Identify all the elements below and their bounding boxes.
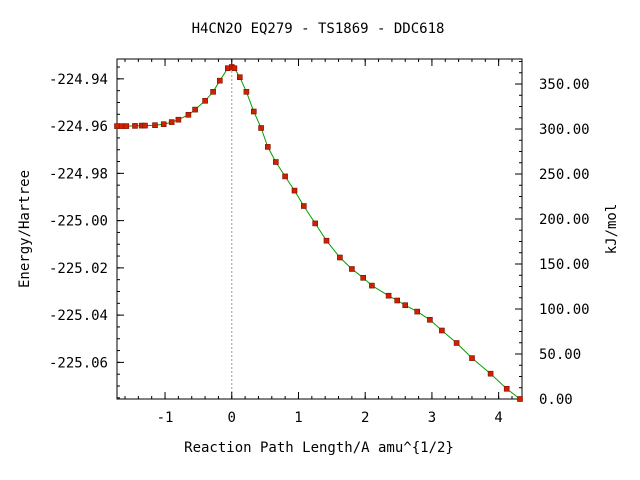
data-point: [291, 187, 298, 194]
data-point: [258, 125, 264, 131]
data-point: [503, 385, 510, 392]
y2-tick-label: 100.00: [539, 302, 590, 318]
data-point: [123, 123, 130, 129]
data-point: [385, 292, 392, 299]
x-axis: -1 0 1 2 3 4: [124, 59, 513, 426]
data-point: [517, 396, 523, 402]
data-point: [323, 237, 330, 244]
y-tick-label: -224.94: [49, 72, 108, 88]
x-tick-label: 3: [428, 410, 436, 426]
chart-title: H4CN2O EQ279 - TS1869 - DDC618: [192, 21, 445, 37]
y2-axis-label: kJ/mol: [604, 204, 620, 255]
y-tick-label: -225.04: [49, 308, 108, 324]
data-point: [168, 119, 175, 125]
y-tick-label: -225.00: [49, 214, 108, 230]
data-point: [282, 173, 288, 180]
data-point: [192, 106, 198, 113]
y-tick-label: -225.06: [49, 355, 108, 371]
x-tick-label: 2: [361, 410, 369, 426]
data-point: [160, 121, 167, 127]
plot-frame: [116, 58, 523, 400]
data-point: [453, 340, 460, 346]
data-point: [487, 370, 494, 377]
data-point: [264, 144, 271, 150]
y2-tick-label: 250.00: [539, 167, 590, 183]
data-point: [312, 220, 319, 227]
x-tick-label: 4: [494, 410, 502, 426]
data-point: [132, 123, 138, 129]
data-point: [439, 327, 445, 334]
data-point: [360, 274, 367, 281]
data-point: [231, 65, 238, 71]
data-point: [237, 74, 243, 80]
irc-curve: [117, 66, 521, 400]
y-tick-label: -225.02: [49, 261, 108, 277]
data-point: [152, 122, 158, 128]
data-point: [402, 302, 409, 309]
data-point: [118, 123, 125, 129]
irc-data-points: [114, 64, 523, 402]
y2-tick-label: 0.00: [539, 392, 573, 408]
x-tick-label: 0: [228, 410, 236, 426]
x-tick-label: 1: [294, 410, 302, 426]
x-axis-label: Reaction Path Length/A amu^{1/2}: [184, 440, 454, 456]
data-point: [300, 203, 307, 209]
data-point: [217, 77, 223, 84]
data-point: [202, 98, 208, 104]
data-point: [272, 159, 279, 165]
data-point: [369, 282, 375, 289]
y-axis-label: Energy/Hartree: [17, 170, 33, 288]
y-axis-right: 350.00 300.00 250.00 200.00 150.00 100.00 50.0…: [515, 61, 590, 408]
y2-tick-label: 300.00: [539, 122, 590, 138]
y2-tick-label: 50.00: [539, 347, 581, 363]
y2-tick-label: 350.00: [539, 77, 590, 93]
data-point: [142, 122, 148, 129]
data-point: [349, 266, 355, 272]
data-point: [175, 116, 182, 123]
y2-tick-label: 150.00: [539, 257, 590, 273]
y-tick-label: -224.98: [49, 166, 108, 182]
data-point: [427, 316, 433, 323]
data-point: [210, 89, 216, 95]
y-axis-left: -224.94 -224.96 -224.98 -225.00 -225.02 -225.…: [49, 66, 124, 399]
data-point: [185, 112, 192, 118]
data-point: [394, 297, 401, 304]
data-point: [243, 89, 250, 95]
data-point: [469, 355, 475, 361]
data-point: [337, 254, 343, 261]
data-point: [251, 108, 257, 115]
data-point: [114, 123, 120, 129]
y2-tick-label: 200.00: [539, 212, 590, 228]
x-tick-label: -1: [157, 410, 174, 426]
y-tick-label: -224.96: [49, 119, 108, 135]
data-point: [414, 308, 421, 315]
